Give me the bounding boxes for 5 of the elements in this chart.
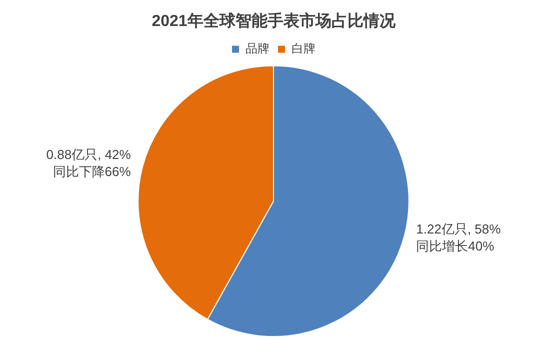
legend-label: 白牌 xyxy=(292,42,316,56)
legend-label: 品牌 xyxy=(246,42,270,56)
data-label: 1.22亿只, 58% 同比增长40% xyxy=(416,221,502,254)
data-label: 0.88亿只, 42% 同比下降66% xyxy=(46,147,132,180)
chart-title: 2021年全球智能手表市场占比情况 xyxy=(152,12,396,30)
